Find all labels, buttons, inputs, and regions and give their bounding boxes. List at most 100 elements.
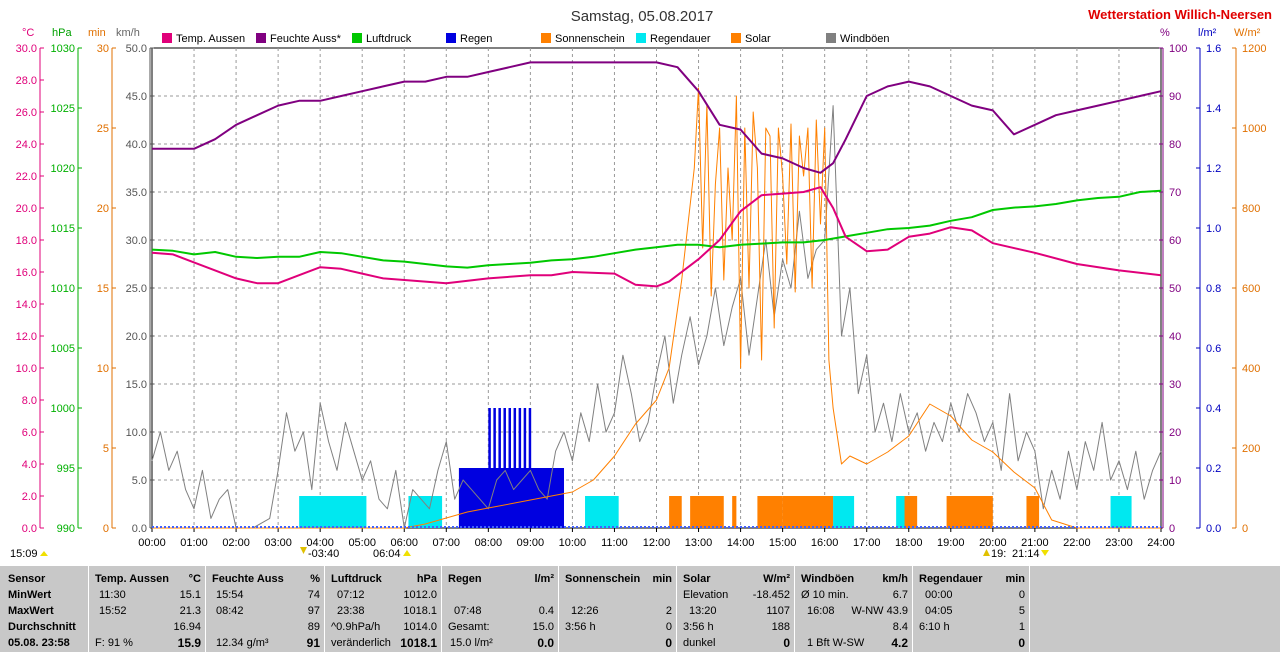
stats-wind-max: W-NW 43.9: [851, 605, 908, 617]
x-tick-label: 15:00: [769, 537, 797, 549]
time-markers: 15:09 -03:40 06:04 19: 21:14: [10, 547, 1049, 560]
tick-label-pressure: 1020: [51, 163, 75, 175]
stats-col-humidity: Feuchte Auss% 15:54 74 08:42 97 89 12.34 g…: [206, 566, 324, 652]
tick-label-temp: 2.0: [22, 491, 37, 503]
stats-wind-avg: 8.4: [892, 621, 908, 633]
tick-label-minutes: 5: [103, 443, 109, 455]
stats-pressure-now-extra: veränderlich: [331, 637, 391, 649]
tick-label-minutes: 15: [97, 283, 109, 295]
tick-label-humidity: 30: [1169, 379, 1181, 391]
stats-humidity-avg: 89: [307, 621, 320, 633]
stats-temp-max-time: 15:52: [99, 605, 127, 617]
tick-label-temp: 4.0: [22, 459, 37, 471]
tick-label-wind: 45.0: [126, 91, 147, 103]
stats-raindur-avg-label: 6:10 h: [919, 621, 950, 633]
stats-col-rain: Regen l/m² 07:48 0.4 Gesamt: 15.0 15.0 l/m²…: [442, 566, 558, 652]
tick-label-temp: 8.0: [22, 395, 37, 407]
bar-regendauer: [1110, 496, 1132, 528]
legend-label: Sonnenschein: [555, 33, 625, 45]
tick-label-humidity: 100: [1169, 43, 1187, 55]
tick-label-humidity: 80: [1169, 139, 1181, 151]
stats-pressure-max-time: 23:38: [337, 605, 365, 617]
marker-moon-set: -03:40: [308, 548, 339, 560]
stats-rain-max: 0.4: [538, 605, 554, 617]
stats-wind-min-label: Ø 10 min.: [801, 589, 849, 601]
tick-label-humidity: 90: [1169, 91, 1181, 103]
tick-label-wind: 15.0: [126, 379, 147, 391]
stats-max-label: MaxWert: [8, 605, 54, 617]
tick-label-minutes: 10: [97, 363, 109, 375]
divider: [794, 566, 795, 652]
tick-label-temp: 12.0: [16, 331, 37, 343]
stats-avg-label: Durchschnitt: [8, 621, 76, 633]
stats-raindur-avg: 1: [1018, 621, 1025, 633]
x-tick-label: 13:00: [685, 537, 713, 549]
stats-solar-now-extra: dunkel: [683, 637, 716, 649]
tick-label-solar: 0: [1242, 523, 1248, 535]
unit-wind: km/h: [116, 27, 140, 39]
stats-humidity-now-extra: 12.34 g/m³: [216, 637, 269, 649]
stats-sun-avg-label: 3:56 h: [565, 621, 596, 633]
stats-wind-max-time: 16:08: [807, 605, 835, 617]
chart-lines: [151, 61, 1162, 529]
chart-legend: Temp. Aussen Feuchte Auss* Luftdruck Regen S…: [162, 33, 890, 45]
tick-label-wind: 10.0: [126, 427, 147, 439]
bar-regen-peak: [528, 408, 532, 468]
x-tick-label: 00:00: [138, 537, 166, 549]
unit-pressure: hPa: [52, 27, 72, 39]
stats-raindur-max-time: 04:05: [925, 605, 953, 617]
moon-down-icon: [300, 547, 307, 554]
chart-bars: [299, 408, 1132, 528]
tick-label-temp: 14.0: [16, 299, 37, 311]
stats-raindur-min: 0: [1018, 589, 1025, 601]
tick-label-wind: 50.0: [126, 43, 147, 55]
bar-regen-peak: [523, 408, 527, 468]
chart-date-title: Samstag, 05.08.2017: [571, 8, 714, 25]
bar-regendauer: [585, 496, 619, 528]
tick-label-humidity: 0: [1169, 523, 1175, 535]
bar-sonnenschein: [1026, 496, 1040, 528]
tick-label-humidity: 70: [1169, 187, 1181, 199]
tick-label-rain: 1.4: [1206, 103, 1221, 115]
tick-label-wind: 5.0: [132, 475, 147, 487]
chart-axes: 0.0 2.0 4.0 6.0 8.0 10.0 12.0 14.0 16.0 18.0 20.0 2…: [16, 43, 1267, 549]
tick-label-wind: 35.0: [126, 187, 147, 199]
stats-col-sunshine: Sonnenschein min 12:26 2 3:56 h 0 0: [559, 566, 676, 652]
series-line-temp-aussen: [151, 186, 1162, 288]
stats-raindur-now: 0: [1018, 636, 1025, 650]
stats-temp-min: 15.1: [179, 589, 201, 601]
bar-regen-peak: [493, 408, 496, 468]
tick-label-minutes: 20: [97, 203, 109, 215]
tick-label-wind: 0.0: [132, 523, 147, 535]
tick-label-solar: 600: [1242, 283, 1260, 295]
bar-regen: [458, 468, 565, 528]
stats-humidity-min-time: 15:54: [216, 589, 244, 601]
x-tick-label: 09:00: [517, 537, 545, 549]
stats-temp-min-time: 11:30: [99, 589, 126, 601]
stats-wind-now: 4.2: [891, 636, 908, 650]
stats-solar-max-time: 13:20: [689, 605, 717, 617]
legend-label: Feuchte Auss*: [270, 33, 342, 45]
series-line-windb-en: [151, 105, 1162, 529]
tick-label-pressure: 1025: [51, 103, 75, 115]
x-tick-label: 14:00: [727, 537, 755, 549]
series-line-luftdruck: [151, 189, 1162, 269]
stats-solar-min: -18.452: [752, 589, 790, 601]
tick-label-temp: 0.0: [22, 523, 37, 535]
tick-label-temp: 18.0: [16, 235, 37, 247]
tick-label-minutes: 30: [97, 43, 109, 55]
stats-raindur-min-time: 00:00: [925, 589, 953, 601]
bar-sonnenschein: [669, 496, 682, 528]
sun-icon: [40, 551, 48, 556]
stats-humidity-min: 74: [307, 589, 320, 601]
bar-regen-peak: [513, 408, 517, 468]
stats-pressure-min: 1012.0: [403, 589, 437, 601]
stats-temp-now: 15.9: [177, 636, 201, 650]
stats-temp-title: Temp. Aussen: [95, 573, 169, 585]
x-tick-label: 17:00: [853, 537, 881, 549]
tick-label-wind: 20.0: [126, 331, 147, 343]
tick-label-humidity: 20: [1169, 427, 1181, 439]
stats-col-solar: Solar W/m² Elevation -18.452 13:20 1107 3:5…: [677, 566, 794, 652]
tick-label-wind: 30.0: [126, 235, 147, 247]
x-tick-label: 19:00: [937, 537, 965, 549]
